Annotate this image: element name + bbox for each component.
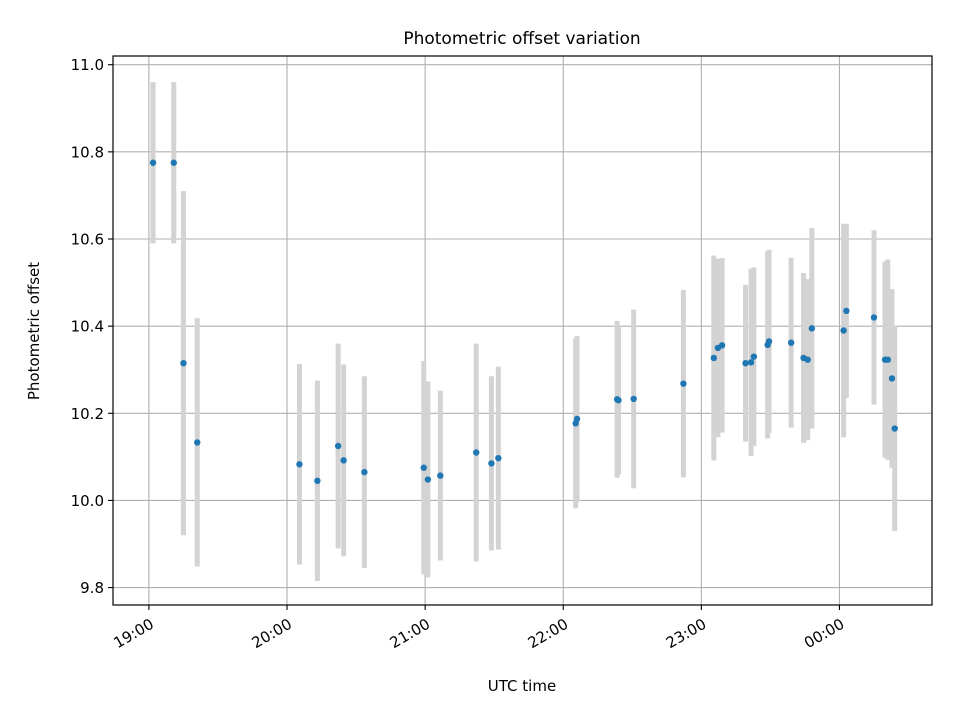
- data-point: [718, 342, 726, 349]
- data-point: [891, 425, 898, 432]
- data-point: [742, 359, 749, 367]
- x-tick-label: 20:00: [249, 615, 295, 652]
- data-point: [843, 307, 850, 315]
- data-point: [630, 395, 637, 403]
- error-bars: [150, 82, 898, 582]
- x-tick-label: 23:00: [663, 615, 709, 652]
- grid-lines: [113, 56, 932, 605]
- data-point: [573, 415, 581, 423]
- data-points: [149, 159, 898, 485]
- data-point: [615, 397, 622, 404]
- data-point: [340, 457, 347, 464]
- y-tick-label: 9.8: [80, 579, 104, 597]
- data-point: [296, 461, 303, 468]
- data-point: [804, 356, 811, 363]
- data-point: [750, 353, 758, 360]
- data-point: [437, 472, 444, 479]
- x-tick-label: 19:00: [110, 615, 156, 652]
- y-tick-label: 10.0: [71, 492, 104, 510]
- data-point: [680, 380, 687, 387]
- y-tick-label: 10.4: [71, 318, 104, 336]
- data-point: [180, 359, 187, 367]
- data-point: [420, 464, 427, 471]
- y-axis-ticks: 9.8 10.0 10.2 10.4 10.6 10.8 11.0: [71, 56, 113, 597]
- data-point: [334, 442, 342, 450]
- data-point: [495, 454, 502, 462]
- data-point: [765, 338, 773, 345]
- data-point: [710, 354, 717, 362]
- data-point: [488, 460, 495, 467]
- data-point: [194, 439, 201, 446]
- data-point: [840, 327, 847, 334]
- y-tick-label: 10.2: [71, 405, 104, 423]
- data-point: [808, 325, 816, 332]
- y-axis-label: Photometric offset: [25, 262, 43, 400]
- data-point: [884, 356, 892, 363]
- data-point: [149, 159, 157, 166]
- data-point: [787, 339, 795, 346]
- x-tick-label: 22:00: [525, 615, 571, 652]
- y-tick-label: 10.6: [71, 231, 104, 249]
- plot-frame: [112, 55, 933, 606]
- y-tick-label: 10.8: [71, 143, 104, 161]
- x-axis-ticks: 19:00 20:00 21:00 22:00 23:00 00:00: [110, 605, 847, 652]
- data-point: [888, 375, 896, 382]
- y-tick-label: 11.0: [71, 56, 104, 74]
- data-point: [424, 476, 432, 483]
- data-point: [170, 159, 177, 166]
- x-tick-label: 00:00: [801, 615, 847, 652]
- data-point: [747, 359, 755, 366]
- data-point: [870, 314, 878, 321]
- data-point: [314, 477, 321, 485]
- x-axis-label: UTC time: [488, 677, 556, 695]
- data-point: [361, 468, 368, 476]
- chart-title: Photometric offset variation: [403, 29, 640, 49]
- data-point: [473, 449, 480, 456]
- x-tick-label: 21:00: [387, 615, 433, 652]
